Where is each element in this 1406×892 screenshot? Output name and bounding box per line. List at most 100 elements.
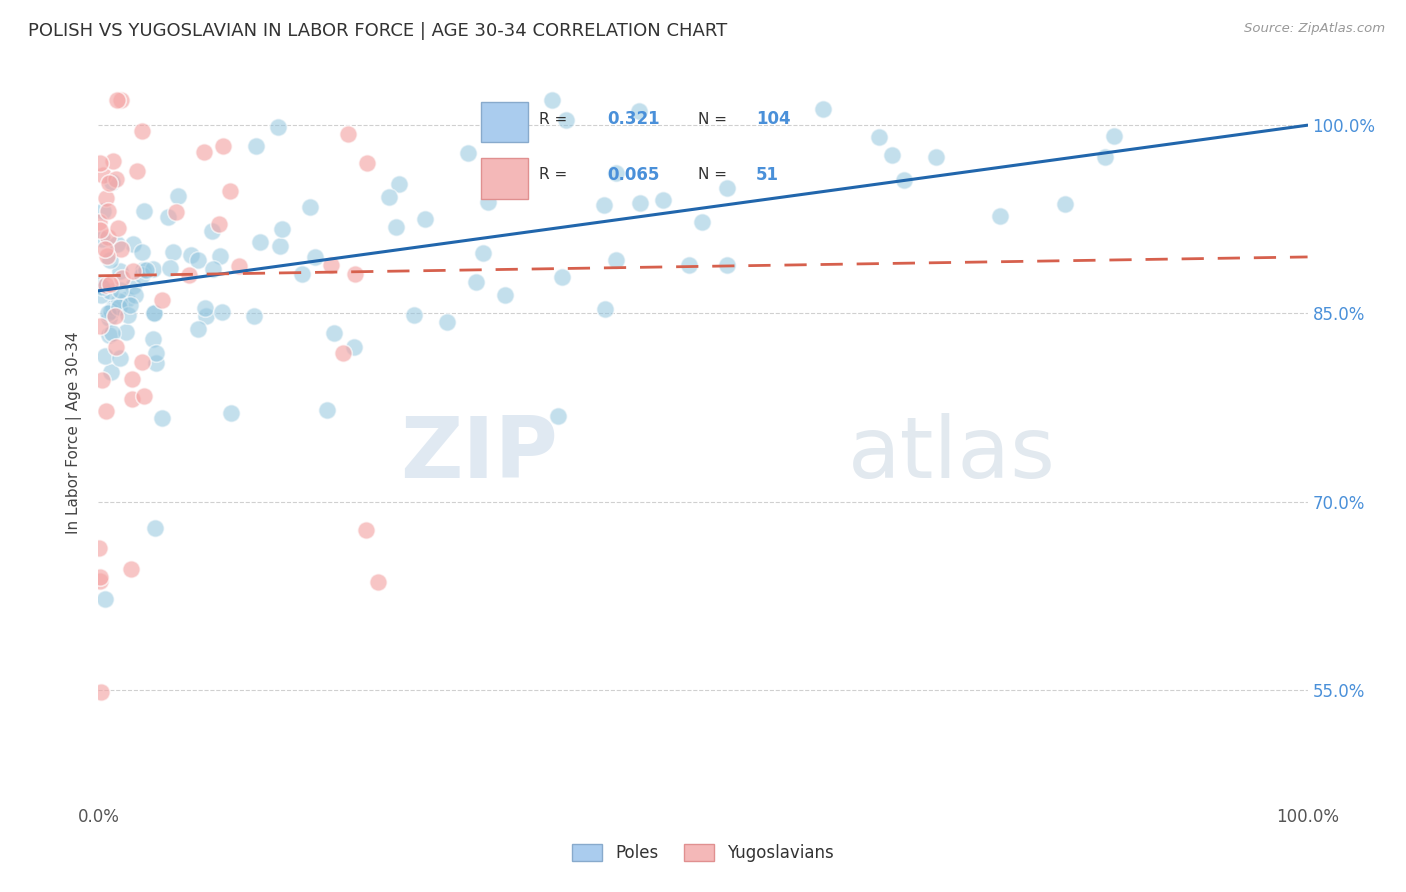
Point <box>131 268 153 282</box>
Point <box>97 229 120 244</box>
Point <box>110 351 132 365</box>
Point <box>97 310 120 325</box>
Point <box>377 189 399 203</box>
Point <box>551 270 574 285</box>
Point <box>652 194 675 208</box>
Text: atlas: atlas <box>848 413 1056 496</box>
Point <box>120 298 142 312</box>
Point <box>316 403 339 417</box>
Point <box>108 301 131 315</box>
Point <box>89 222 111 236</box>
Point <box>593 301 616 316</box>
Point <box>121 264 143 278</box>
Point <box>108 294 131 309</box>
Point <box>125 164 148 178</box>
Point <box>101 301 124 315</box>
Point <box>177 268 200 282</box>
Point <box>98 252 121 267</box>
Point <box>100 304 122 318</box>
Point <box>111 270 134 285</box>
Point <box>96 306 118 320</box>
Point <box>605 166 627 180</box>
Point <box>678 258 700 272</box>
Point <box>115 293 138 307</box>
Point <box>124 288 146 302</box>
Point <box>332 346 354 360</box>
Point <box>269 238 291 252</box>
Point <box>105 340 128 354</box>
Point <box>243 309 266 323</box>
Point <box>100 365 122 379</box>
Point <box>367 574 389 589</box>
Point <box>91 232 114 246</box>
Point <box>96 249 118 263</box>
Point <box>93 203 115 218</box>
Point <box>110 264 132 278</box>
Point <box>208 217 231 231</box>
Point <box>202 262 225 277</box>
Point <box>104 172 127 186</box>
Point <box>167 189 190 203</box>
Point <box>142 305 165 319</box>
Point <box>94 591 117 606</box>
Point <box>208 249 231 263</box>
Point <box>436 315 458 329</box>
Point <box>267 120 290 134</box>
Point <box>105 236 128 251</box>
Point <box>90 685 112 699</box>
Point <box>988 209 1011 223</box>
Text: ZIP: ZIP <box>401 413 558 496</box>
Point <box>97 328 120 343</box>
Point <box>89 574 111 588</box>
Point <box>150 293 173 307</box>
Point <box>299 200 322 214</box>
Point <box>152 411 174 425</box>
Point <box>87 541 110 556</box>
Point <box>180 248 202 262</box>
Point <box>105 93 128 107</box>
Point <box>98 176 121 190</box>
Point <box>89 318 111 333</box>
Point <box>101 154 124 169</box>
Point <box>494 288 516 302</box>
Point <box>131 355 153 369</box>
Point <box>1053 197 1076 211</box>
Point <box>547 409 569 423</box>
Point <box>201 224 224 238</box>
Point <box>388 177 411 191</box>
Point <box>541 93 564 107</box>
Point <box>471 246 494 260</box>
Point <box>143 521 166 535</box>
Point <box>356 156 378 170</box>
Point <box>115 326 138 340</box>
Point <box>195 309 218 323</box>
Point <box>120 561 142 575</box>
Point <box>165 205 187 219</box>
Point <box>107 221 129 235</box>
Point <box>145 356 167 370</box>
Point <box>117 308 139 322</box>
Point <box>413 212 436 227</box>
Point <box>132 263 155 277</box>
Point <box>219 406 242 420</box>
Point <box>627 104 650 119</box>
Point <box>1094 150 1116 164</box>
Point <box>162 244 184 259</box>
Point <box>465 275 488 289</box>
Point <box>187 253 209 268</box>
Point <box>134 203 156 218</box>
Point <box>121 278 143 293</box>
Point <box>143 306 166 320</box>
Point <box>271 221 294 235</box>
Point <box>555 112 578 127</box>
Point <box>628 195 651 210</box>
Point <box>132 388 155 402</box>
Point <box>304 250 326 264</box>
Point <box>249 235 271 249</box>
Point <box>868 130 890 145</box>
Point <box>93 349 115 363</box>
Point <box>880 148 903 162</box>
Point <box>91 373 114 387</box>
Point <box>716 258 738 272</box>
Point <box>159 261 181 276</box>
